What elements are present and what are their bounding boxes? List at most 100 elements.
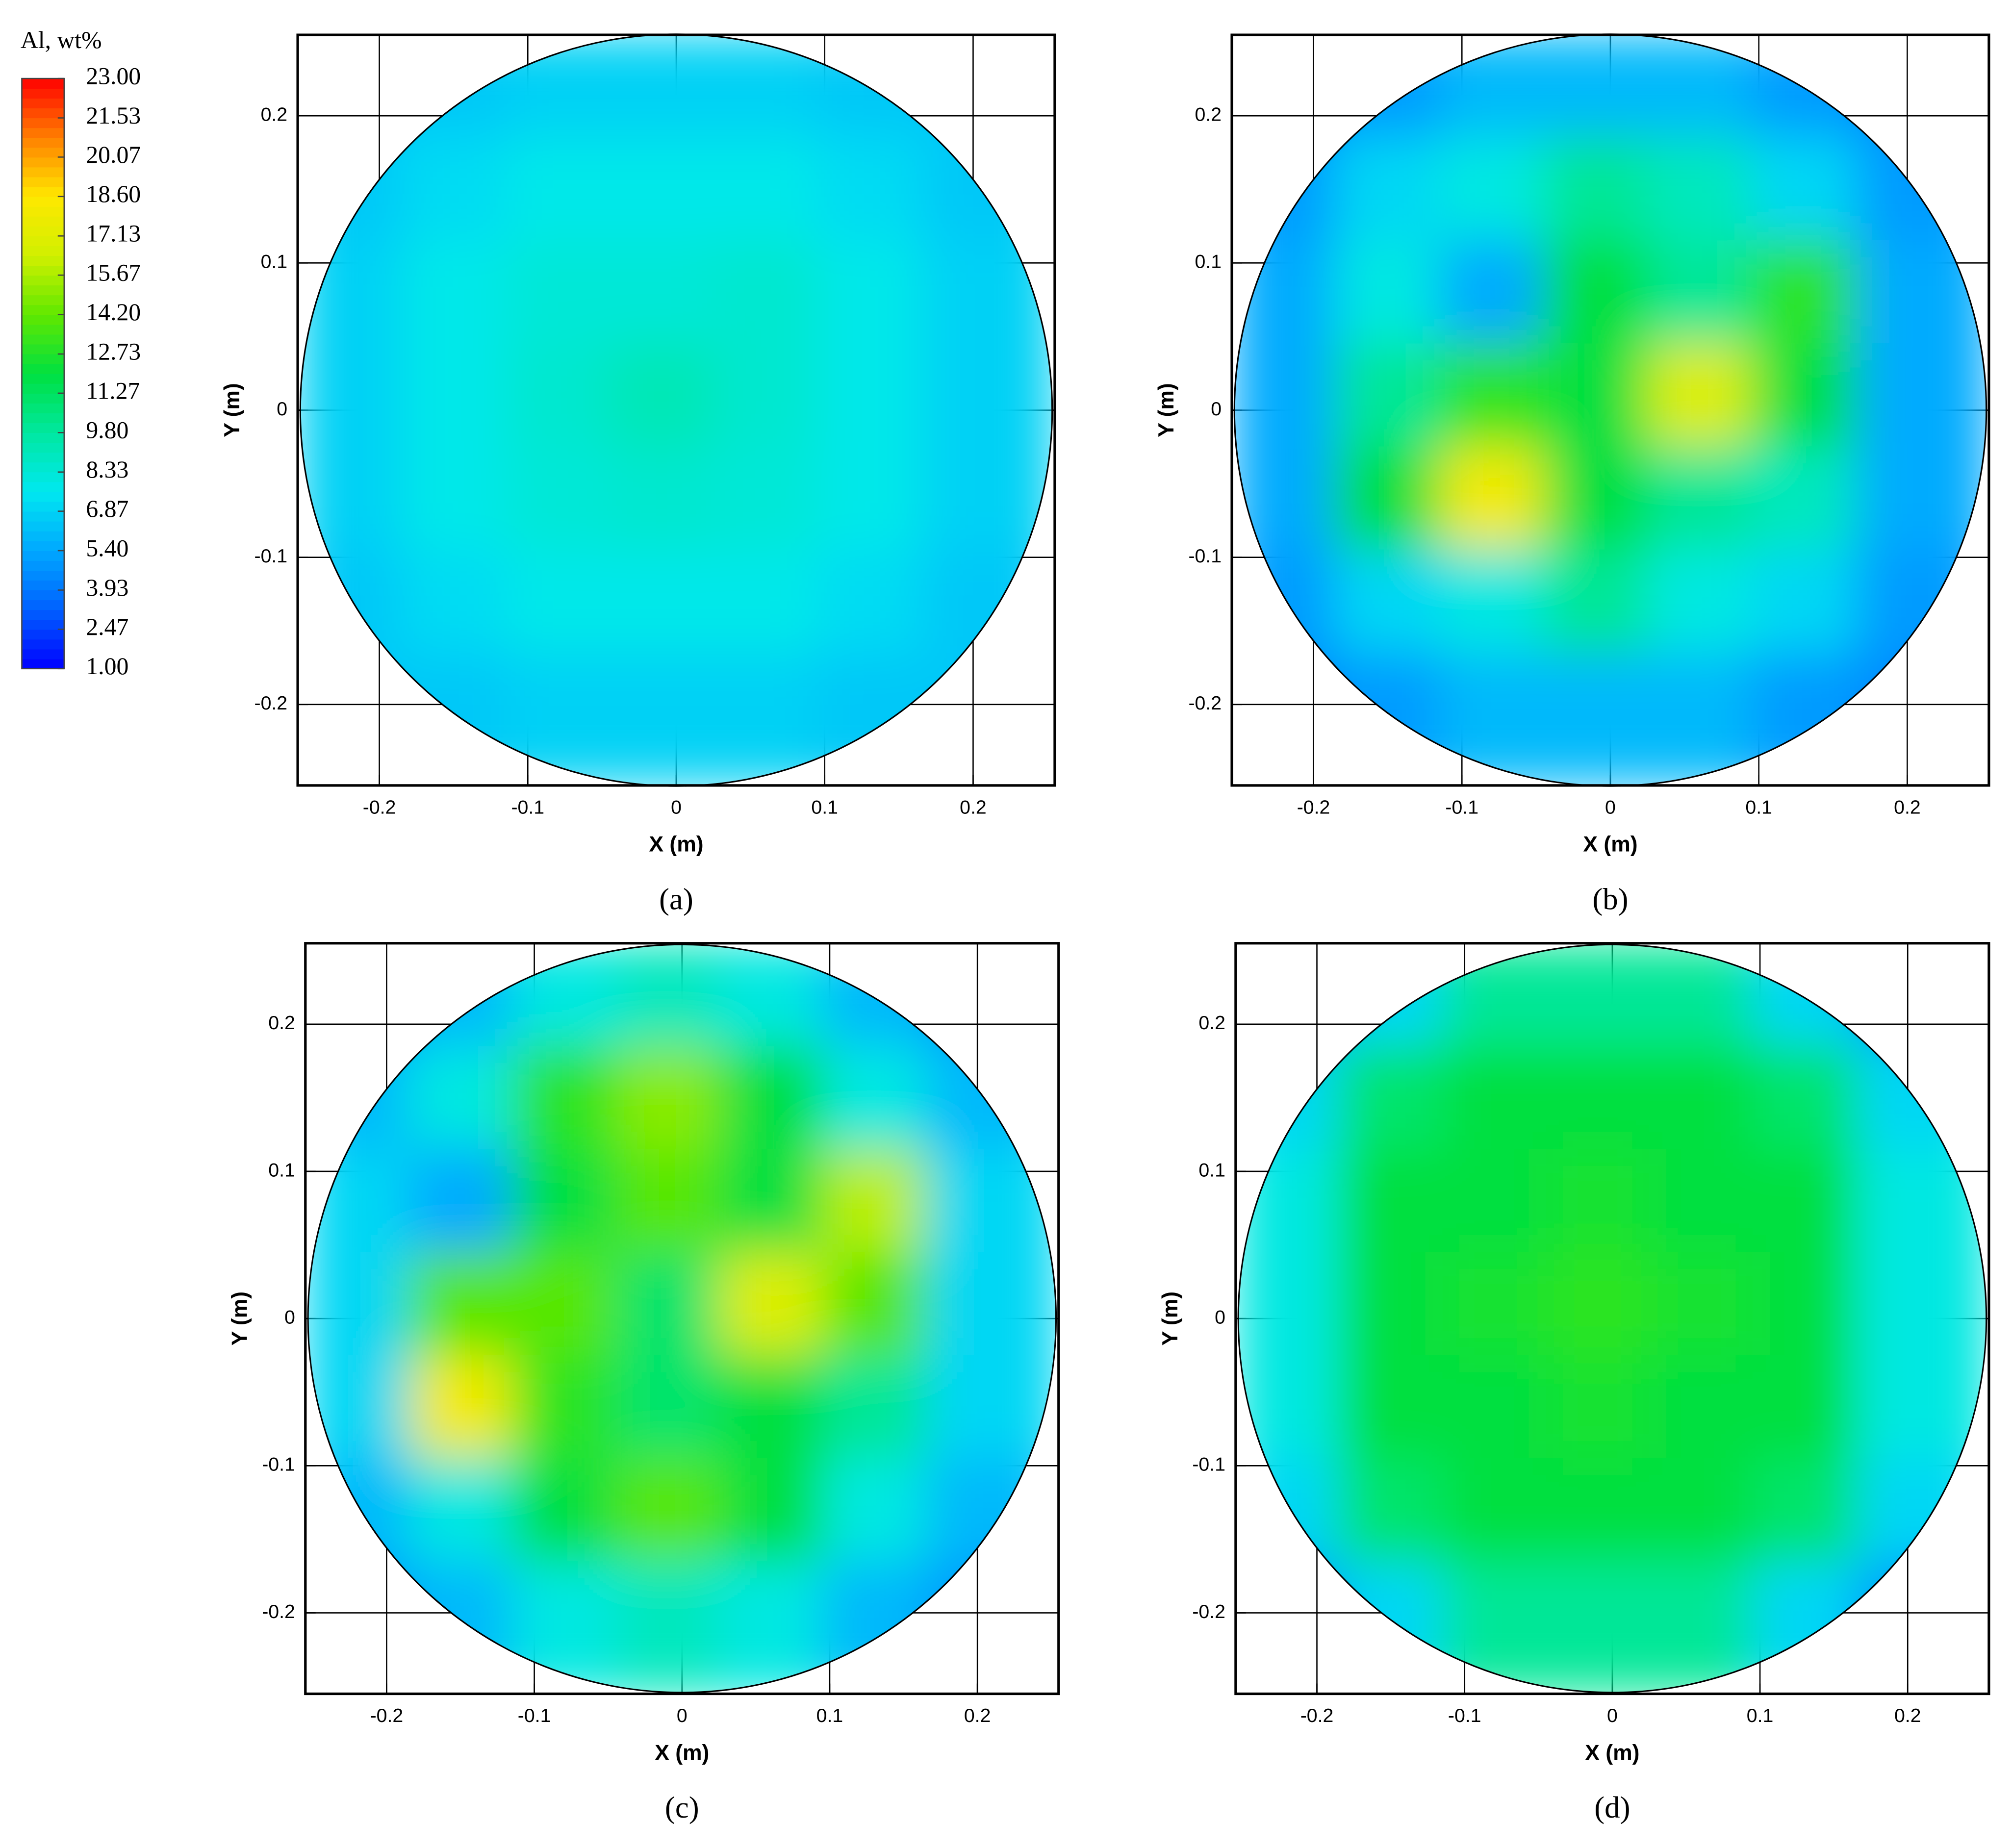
x-tick-label: 0.1 bbox=[811, 796, 838, 818]
colorbar-segment bbox=[22, 117, 64, 128]
panel-caption: (d) bbox=[1594, 1790, 1630, 1824]
colorbar-segment bbox=[22, 580, 64, 591]
colorbar-segment bbox=[22, 638, 64, 650]
colorbar-segment bbox=[22, 658, 64, 669]
field-clip bbox=[308, 944, 1056, 1693]
x-tick-label: 0.1 bbox=[1745, 796, 1772, 818]
field bbox=[300, 34, 1052, 786]
y-tick-label: -0.1 bbox=[255, 545, 288, 567]
plot-frame bbox=[304, 942, 1060, 1696]
colorbar-segment bbox=[22, 176, 64, 187]
colorbar-segment bbox=[22, 196, 64, 207]
y-tick-label: 0.2 bbox=[1195, 104, 1222, 126]
colorbar-tick-label: 14.20 bbox=[86, 299, 141, 326]
colorbar-segment bbox=[22, 442, 64, 453]
y-tick-label: -0.1 bbox=[262, 1454, 295, 1475]
colorbar-segment bbox=[22, 521, 64, 532]
y-tick-label: 0 bbox=[1215, 1307, 1225, 1328]
colorbar-segment bbox=[22, 265, 64, 276]
plot-frame bbox=[1230, 33, 1990, 787]
colorbar-segment bbox=[22, 166, 64, 177]
colorbar-segment bbox=[22, 343, 64, 354]
x-tick-label: -0.1 bbox=[518, 1705, 551, 1726]
x-tick-label: 0.2 bbox=[1894, 796, 1921, 818]
x-axis-label: X (m) bbox=[655, 1741, 709, 1765]
colorbar-tick-label: 21.53 bbox=[86, 102, 141, 129]
colorbar-tick-label: 9.80 bbox=[86, 417, 128, 444]
colorbar-segment bbox=[22, 609, 64, 620]
y-tick-label: 0 bbox=[277, 398, 287, 420]
y-axis-label: Y (m) bbox=[228, 1291, 252, 1345]
plot-frame bbox=[1234, 942, 1990, 1696]
colorbar-tick-label: 8.33 bbox=[86, 456, 128, 483]
colorbar-segment bbox=[22, 294, 64, 305]
y-tick-label: -0.2 bbox=[1188, 692, 1222, 714]
colorbar-segment bbox=[22, 501, 64, 512]
y-tick-label: 0 bbox=[1211, 398, 1222, 420]
field bbox=[308, 944, 1056, 1693]
y-tick-label: 0.2 bbox=[1198, 1012, 1225, 1034]
x-tick-label: 0.1 bbox=[816, 1705, 843, 1726]
colorbar-segment bbox=[22, 383, 64, 394]
colorbar-tick-label: 15.67 bbox=[86, 259, 141, 286]
colorbar-segment bbox=[22, 560, 64, 571]
x-tick-label: 0.1 bbox=[1747, 1705, 1774, 1726]
colorbar-segment bbox=[22, 78, 64, 89]
colorbar-segment bbox=[22, 589, 64, 601]
panel-caption: (b) bbox=[1592, 882, 1628, 916]
x-tick-label: 0.2 bbox=[1894, 1705, 1921, 1726]
colorbar-segment bbox=[22, 422, 64, 433]
colorbar-segment bbox=[22, 354, 64, 364]
x-axis-label: X (m) bbox=[1583, 833, 1637, 857]
colorbar-segment bbox=[22, 235, 64, 246]
x-axis-label: X (m) bbox=[1585, 1741, 1639, 1765]
x-tick-label: -0.1 bbox=[1445, 796, 1478, 818]
panel-caption: (a) bbox=[659, 882, 693, 916]
x-tick-label: 0 bbox=[677, 1705, 688, 1726]
colorbar-segment bbox=[22, 432, 64, 443]
colorbar-tick-label: 18.60 bbox=[86, 180, 141, 207]
x-tick-label: -0.2 bbox=[1297, 796, 1330, 818]
colorbar-segment bbox=[22, 550, 64, 561]
colorbar-segment bbox=[22, 107, 64, 119]
y-axis-label: Y (m) bbox=[220, 383, 244, 437]
colorbar-title: Al, wt% bbox=[21, 26, 102, 53]
colorbar-segment bbox=[22, 403, 64, 413]
colorbar-segment bbox=[22, 156, 64, 168]
y-tick-label: 0.1 bbox=[268, 1159, 295, 1181]
x-tick-label: 0.2 bbox=[964, 1705, 991, 1726]
field-clip bbox=[300, 34, 1052, 786]
colorbar-segment bbox=[22, 363, 64, 374]
y-axis-label: Y (m) bbox=[1154, 383, 1178, 437]
colorbar-tick-label: 5.40 bbox=[86, 534, 128, 561]
x-tick-label: -0.1 bbox=[1448, 1705, 1481, 1726]
colorbar-segment bbox=[22, 511, 64, 522]
colorbar-tick-label: 20.07 bbox=[86, 141, 141, 168]
field-clip bbox=[1238, 944, 1987, 1693]
colorbar-segment bbox=[22, 412, 64, 424]
colorbar-segment bbox=[22, 373, 64, 384]
colorbar-segment bbox=[22, 570, 64, 581]
colorbar-segment bbox=[22, 275, 64, 286]
field bbox=[1238, 944, 1987, 1693]
field-clip bbox=[1234, 34, 1987, 786]
colorbar-segment bbox=[22, 452, 64, 463]
colorbar-segment bbox=[22, 245, 64, 256]
x-tick-label: 0 bbox=[1607, 1705, 1618, 1726]
colorbar-segment bbox=[22, 88, 64, 99]
x-tick-label: 0 bbox=[1605, 796, 1616, 818]
y-tick-label: 0 bbox=[284, 1307, 295, 1328]
y-tick-label: 0.1 bbox=[1198, 1159, 1225, 1181]
colorbar-tick-label: 6.87 bbox=[86, 495, 128, 522]
y-tick-label: -0.1 bbox=[1188, 545, 1222, 567]
colorbar-segment bbox=[22, 147, 64, 158]
colorbar-segment bbox=[22, 471, 64, 482]
plot-frame bbox=[296, 33, 1056, 787]
panel-caption: (c) bbox=[665, 1790, 699, 1824]
x-tick-label: -0.1 bbox=[511, 796, 544, 818]
y-tick-label: 0.2 bbox=[261, 104, 288, 126]
colorbar-segment bbox=[22, 284, 64, 296]
colorbar-segment bbox=[22, 304, 64, 315]
colorbar-segment bbox=[22, 206, 64, 217]
